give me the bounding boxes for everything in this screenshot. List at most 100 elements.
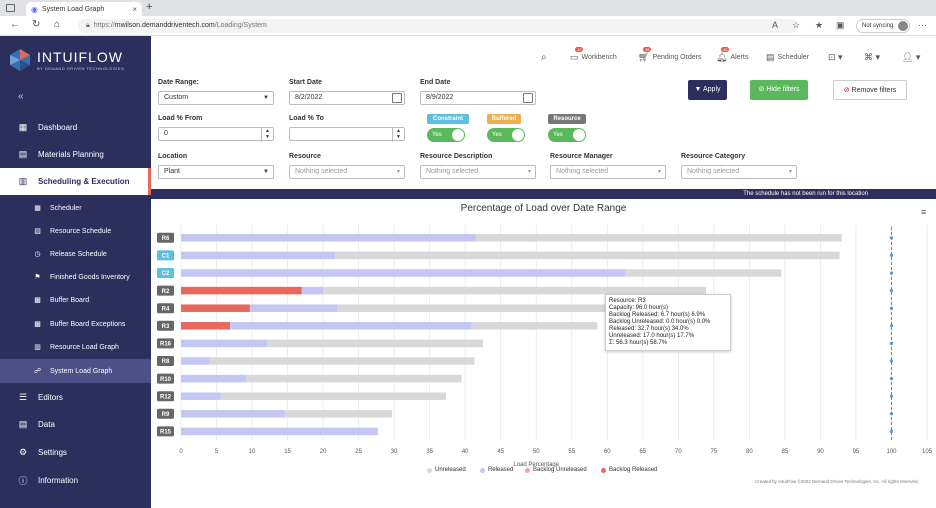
brand-logo[interactable]: INTUIFLOW BY DEMAND DRIVEN TECHNOLOGIES (8, 48, 124, 72)
nav-label: Editors (38, 392, 63, 402)
workbench-button[interactable]: ▭ 23 Workbench (570, 47, 617, 63)
browser-tab[interactable]: ◉ System Load Graph × (26, 2, 142, 16)
favorites-icon[interactable]: ★ (815, 20, 824, 30)
x-tick-label: 50 (533, 449, 540, 455)
caret-down-icon: ▾ (396, 169, 400, 175)
legend-backlog-unreleased[interactable]: Backlog Unreleased (525, 467, 587, 473)
category-chip (157, 285, 174, 296)
sub-system-load-graph[interactable]: ☍ System Load Graph (0, 359, 151, 383)
sub-label: Scheduler (50, 204, 82, 212)
favorite-add-icon[interactable]: ☆ (792, 20, 801, 30)
collapse-sidebar-icon[interactable]: « (18, 91, 24, 102)
x-tick-label: 25 (355, 449, 362, 455)
sub-buffer-board[interactable]: ▩ Buffer Board (0, 293, 151, 307)
search-icon[interactable]: ⌕ (541, 52, 547, 63)
chart-menu-icon[interactable]: ⊡ ▾ (828, 52, 843, 62)
chart-menu-icon[interactable]: ≡ (921, 207, 927, 217)
legend-unreleased[interactable]: Unreleased (427, 467, 466, 473)
category-label: C2 (162, 271, 170, 277)
language-icon[interactable]: ⌘ ▾ (864, 52, 881, 62)
load-from-input[interactable]: 0 ▲ ▼ (158, 127, 274, 142)
bar-segment (323, 286, 707, 295)
x-tick-label: 95 (853, 449, 860, 455)
bar-segment (471, 322, 598, 330)
calendar-icon[interactable] (523, 93, 533, 103)
remove-filters-button[interactable]: ⊘ Remove filters (833, 80, 907, 100)
window-icon[interactable] (6, 4, 15, 12)
location-select[interactable]: Plant ▼ (158, 165, 274, 179)
nav-dashboard[interactable]: ▦ Dashboard (0, 120, 151, 134)
buffered-chip: Buffered (487, 114, 521, 124)
resource-description-select[interactable]: Nothing selected ▾ (420, 165, 536, 179)
calendar-icon[interactable] (392, 93, 402, 103)
resource-toggle[interactable]: Yes (548, 128, 586, 142)
close-tab-icon[interactable]: × (132, 4, 137, 14)
resource-manager-select[interactable]: Nothing selected ▾ (550, 165, 666, 179)
legend-released[interactable]: Released (480, 467, 513, 473)
end-date-label: End Date (420, 79, 451, 86)
sub-finished-goods-inventory[interactable]: ⚑ Finished Goods Inventory (0, 270, 151, 284)
tab-favicon-icon: ◉ (31, 4, 38, 14)
constraint-toggle[interactable]: Yes (427, 128, 465, 142)
chart-svg: 0 5 10 15 20 25 30 35 40 45 50 55 60 65 70 75 80 85 90 95 10… (157, 225, 933, 468)
toggle-label: Yes (492, 132, 502, 138)
end-date-input[interactable]: 8/9/2022 (420, 91, 536, 105)
hide-filters-button[interactable]: ⊘ Hide filters (750, 80, 808, 100)
category-chip (157, 408, 174, 419)
pending-orders-button[interactable]: 🛒︎ 38 Pending Orders (638, 47, 701, 63)
sub-scheduler[interactable]: ▦ Scheduler (0, 201, 151, 215)
date-range-value: Custom (164, 94, 189, 101)
hide-filters-label: Hide filters (766, 86, 800, 93)
scheduler-top-button[interactable]: ▤ Scheduler (766, 52, 809, 63)
bar-segment (181, 427, 378, 436)
sub-label: Release Schedule (50, 250, 107, 258)
nav-data[interactable]: ▤ Data (0, 417, 151, 431)
legend-backlog-released[interactable]: Backlog Released (601, 467, 657, 473)
resource-category-select[interactable]: Nothing selected ▾ (681, 165, 797, 179)
more-icon[interactable]: ··· (918, 20, 927, 30)
x-tick-label: 0 (179, 449, 183, 455)
sub-buffer-board-exceptions[interactable]: ▩ Buffer Board Exceptions (0, 317, 151, 331)
refresh-icon[interactable]: ↻ (32, 19, 41, 30)
nav-information[interactable]: ⓘ Information (0, 473, 151, 487)
cart-icon: 🛒︎ 38 (638, 47, 652, 62)
scheduler-icon: ▦ (34, 205, 41, 212)
user-icon[interactable]: 👤︎ ▾ (902, 52, 921, 62)
nav-editors[interactable]: ☰ Editors (0, 390, 151, 404)
buffered-toggle[interactable]: Yes (487, 128, 525, 142)
nav-label: Information (38, 475, 79, 485)
date-range-select[interactable]: Custom ▼ (158, 91, 274, 105)
sub-release-schedule[interactable]: ◷ Release Schedule (0, 247, 151, 261)
lock-icon: 🔒︎ (86, 22, 90, 29)
apply-button[interactable]: ▼ Apply (688, 80, 727, 100)
alerts-button[interactable]: 🔔︎ 40 Alerts (716, 47, 748, 63)
sub-label: Buffer Board Exceptions (50, 320, 126, 328)
category-chip (157, 356, 174, 366)
bar-segment (181, 374, 247, 383)
sub-resource-schedule[interactable]: ▧ Resource Schedule (0, 224, 151, 238)
location-label: Location (158, 153, 188, 160)
sync-button[interactable]: Not syncing (856, 19, 910, 33)
nav-settings[interactable]: ⚙ Settings (0, 445, 151, 459)
nav-scheduling-execution[interactable]: ▥ Scheduling & Execution (0, 168, 151, 195)
legend-marker (525, 467, 530, 473)
home-icon[interactable]: ⌂ (54, 19, 61, 30)
flag-icon: ⚑ (34, 274, 41, 281)
resource-select[interactable]: Nothing selected ▾ (289, 165, 405, 179)
back-icon[interactable]: ← (10, 19, 20, 30)
collections-icon[interactable]: ▣ (836, 20, 845, 30)
new-tab-icon[interactable]: + (146, 1, 153, 13)
load-to-input[interactable]: ▲ ▼ (289, 127, 405, 142)
category-chip (157, 232, 174, 243)
spinner-icon[interactable]: ▲ ▼ (261, 128, 273, 142)
tooltip-released: Released: 32.7 hour(s) 34.0% (609, 326, 689, 332)
url-field[interactable]: 🔒︎ https://mwilson.demanddriventech.com/… (78, 19, 798, 33)
spinner-icon[interactable]: ▲ ▼ (392, 128, 404, 142)
x-tick-label: 65 (639, 449, 646, 455)
start-date-input[interactable]: 8/2/2022 (289, 91, 405, 105)
info-icon: ⓘ (18, 475, 28, 486)
sub-resource-load-graph[interactable]: ▥ Resource Load Graph (0, 340, 151, 354)
nav-materials-planning[interactable]: ▤ Materials Planning (0, 147, 151, 161)
category-chip (157, 373, 174, 384)
read-aloud-icon[interactable]: A (772, 20, 779, 30)
